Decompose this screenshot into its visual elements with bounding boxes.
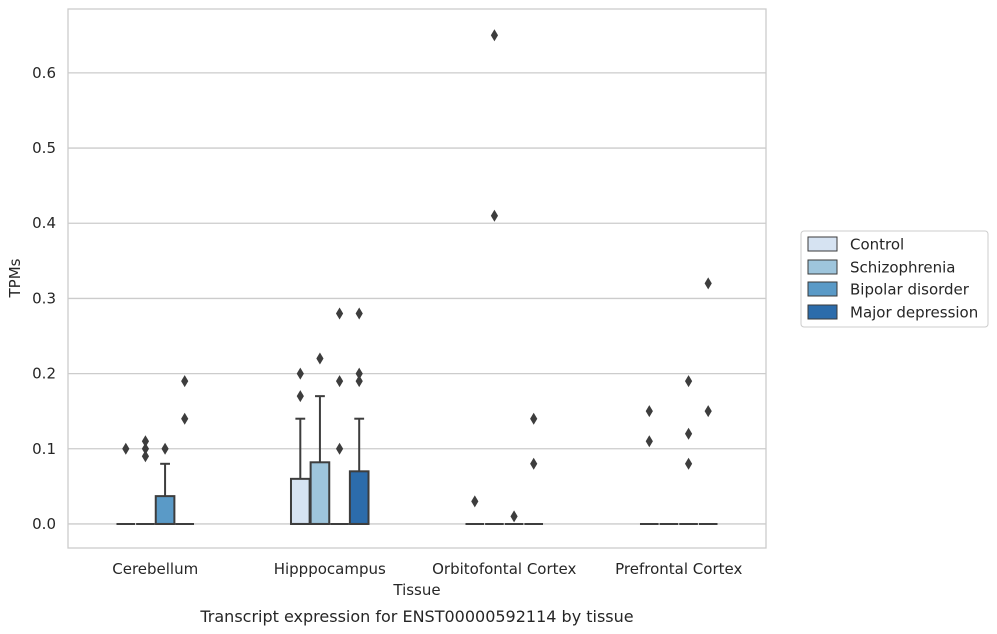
y-axis-ticks: 0.0 0.1 0.2 0.3 0.4 0.5 0.6 xyxy=(32,64,56,533)
chart-caption: Transcript expression for ENST0000059211… xyxy=(199,607,633,626)
y-axis-label: TPMs xyxy=(6,258,24,298)
outlier-point xyxy=(335,375,344,388)
legend-label-bipolar-disorder: Bipolar disorder xyxy=(850,281,970,299)
box-prefrontal-cortex-bipolar-disorder xyxy=(679,375,698,525)
boxes xyxy=(116,29,718,525)
x-tick-label-prefrontal-cortex: Prefrontal Cortex xyxy=(615,560,742,578)
x-axis-label: Tissue xyxy=(392,581,440,599)
plot-background xyxy=(68,9,766,548)
outlier-point xyxy=(181,412,189,425)
outlier-point xyxy=(316,352,324,365)
box-cerebellum-schizophrenia xyxy=(136,435,155,525)
y-tick-label: 0.4 xyxy=(32,214,56,232)
legend-swatch-major-depression xyxy=(807,304,838,320)
box-hipppocampus-bipolar-disorder xyxy=(330,307,349,525)
legend-swatch-bipolar-disorder xyxy=(807,281,838,297)
legend-item-major-depression: Major depression xyxy=(807,304,978,322)
outlier-point xyxy=(141,450,150,463)
box-prefrontal-cortex-control xyxy=(639,405,659,525)
box-hipppocampus-schizophrenia xyxy=(309,352,331,525)
outlier-point xyxy=(122,442,130,455)
outlier-point xyxy=(704,277,712,290)
outlier-point xyxy=(530,457,538,470)
x-axis-ticks: Cerebellum Hipppocampus Orbitofontal Corte… xyxy=(112,560,742,578)
box-cerebellum-major-depression xyxy=(175,375,195,525)
outlier-point xyxy=(355,375,363,388)
box-body xyxy=(154,495,176,525)
outlier-point xyxy=(645,405,653,418)
outlier-point xyxy=(510,510,518,523)
outlier-point xyxy=(355,367,363,380)
box-cerebellum-control xyxy=(116,442,136,525)
outlier-point xyxy=(530,412,538,425)
legend-item-control: Control xyxy=(807,236,904,254)
box-prefrontal-cortex-major-depression xyxy=(698,277,718,525)
legend-label-schizophrenia: Schizophrenia xyxy=(850,259,955,277)
legend-frame xyxy=(800,230,989,328)
outlier-point xyxy=(181,375,189,388)
outlier-point xyxy=(490,209,499,222)
box-body xyxy=(309,461,331,525)
y-tick-label: 0.3 xyxy=(32,289,56,307)
grid-lines xyxy=(68,72,766,525)
legend: Control Schizophrenia Bipolar disorder M… xyxy=(800,230,989,328)
box-orbitofontal-cortex-schizophrenia xyxy=(485,29,504,525)
outlier-point xyxy=(684,375,693,388)
box-hipppocampus-major-depression xyxy=(348,307,370,525)
outlier-point xyxy=(490,29,499,42)
legend-label-control: Control xyxy=(850,236,904,254)
x-tick-label-cerebellum: Cerebellum xyxy=(112,560,198,578)
y-tick-label: 0.5 xyxy=(32,139,56,157)
outlier-point xyxy=(471,495,479,508)
box-hipppocampus-control xyxy=(289,367,311,525)
box-orbitofontal-cortex-major-depression xyxy=(524,412,544,525)
plot-frame xyxy=(67,8,767,549)
y-tick-label: 0.0 xyxy=(32,515,56,533)
y-tick-label: 0.2 xyxy=(32,365,56,383)
outlier-point xyxy=(161,442,169,455)
legend-item-bipolar-disorder: Bipolar disorder xyxy=(807,281,970,299)
legend-swatch-control xyxy=(807,236,838,252)
legend-label-major-depression: Major depression xyxy=(850,304,978,322)
x-tick-label-orbitofontal-cortex: Orbitofontal Cortex xyxy=(432,560,576,578)
box-orbitofontal-cortex-control xyxy=(465,495,485,525)
box-orbitofontal-cortex-bipolar-disorder xyxy=(504,510,524,525)
outlier-point xyxy=(335,442,344,455)
legend-swatch-schizophrenia xyxy=(807,259,838,275)
y-tick-label: 0.1 xyxy=(32,440,56,458)
outlier-point xyxy=(704,405,712,418)
x-tick-label-hipppocampus: Hipppocampus xyxy=(274,560,386,578)
outlier-point xyxy=(335,307,344,320)
outlier-point xyxy=(645,435,653,448)
outlier-point xyxy=(296,367,304,380)
y-tick-label: 0.6 xyxy=(32,64,56,82)
legend-item-schizophrenia: Schizophrenia xyxy=(807,259,955,277)
outlier-point xyxy=(355,307,363,320)
outlier-point xyxy=(684,427,693,440)
outlier-point xyxy=(684,457,693,470)
box-body xyxy=(348,470,370,525)
box-body xyxy=(289,477,311,525)
outlier-point xyxy=(141,435,150,448)
outlier-point xyxy=(141,442,150,455)
outlier-point xyxy=(296,390,304,403)
box-cerebellum-bipolar-disorder xyxy=(154,442,176,525)
